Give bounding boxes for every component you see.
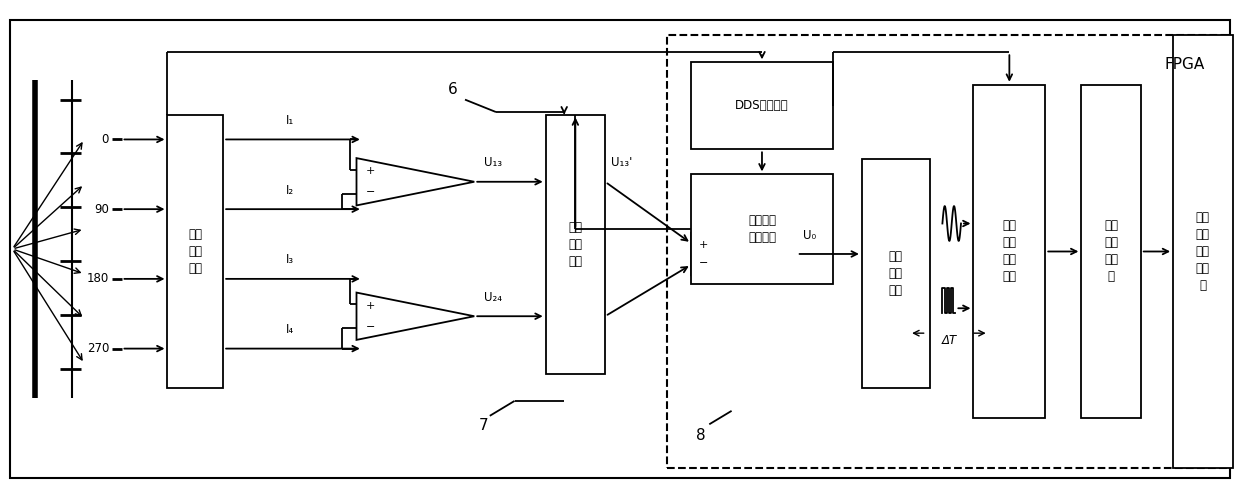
Text: 0: 0	[102, 133, 109, 146]
Bar	[167, 115, 223, 388]
Text: 180: 180	[87, 272, 109, 285]
Text: 上位
机通
信模
块: 上位 机通 信模 块	[1104, 220, 1118, 283]
Text: I₁: I₁	[285, 114, 294, 127]
Text: +: +	[699, 240, 708, 249]
Bar	[667, 35, 1228, 468]
Text: U₁₃': U₁₃'	[611, 156, 632, 169]
Polygon shape	[692, 233, 796, 275]
Text: I₂: I₂	[285, 184, 294, 197]
Text: DDS激励模块: DDS激励模块	[735, 99, 789, 113]
Text: 微控移相
控制模块: 微控移相 控制模块	[748, 214, 776, 244]
Text: −: −	[366, 187, 376, 197]
Text: U₁₃: U₁₃	[484, 156, 502, 169]
Text: 微控
移相
模块: 微控 移相 模块	[568, 221, 583, 267]
Text: I₄: I₄	[285, 323, 294, 336]
Text: 上位
机位
移显
示模
块: 上位 机位 移显 示模 块	[1195, 211, 1210, 292]
Bar	[1081, 85, 1141, 418]
Bar	[691, 174, 833, 284]
Text: U₀: U₀	[804, 229, 816, 242]
Bar	[1173, 35, 1233, 468]
Bar	[546, 115, 605, 374]
Text: 6: 6	[448, 82, 458, 97]
Text: 电流
放大
模块: 电流 放大 模块	[188, 228, 202, 275]
Text: FPGA: FPGA	[1164, 57, 1204, 72]
Text: +: +	[366, 166, 376, 176]
Bar	[691, 62, 833, 149]
Text: 时空
位移
转换
模块: 时空 位移 转换 模块	[1002, 220, 1017, 283]
Text: 信号
调理
模块: 信号 调理 模块	[889, 250, 903, 297]
Polygon shape	[357, 158, 474, 205]
Text: I₃: I₃	[285, 253, 294, 266]
Text: 270: 270	[87, 342, 109, 355]
Text: −: −	[699, 258, 708, 268]
Polygon shape	[357, 293, 474, 340]
Bar	[862, 159, 930, 388]
Text: 90: 90	[94, 203, 109, 216]
Text: +: +	[366, 301, 376, 311]
Text: 8: 8	[696, 428, 706, 443]
Text: U₂₄: U₂₄	[484, 291, 502, 304]
Text: ΔT: ΔT	[941, 334, 956, 347]
Bar	[973, 85, 1045, 418]
Text: 7: 7	[479, 418, 489, 433]
Text: −: −	[366, 322, 376, 332]
